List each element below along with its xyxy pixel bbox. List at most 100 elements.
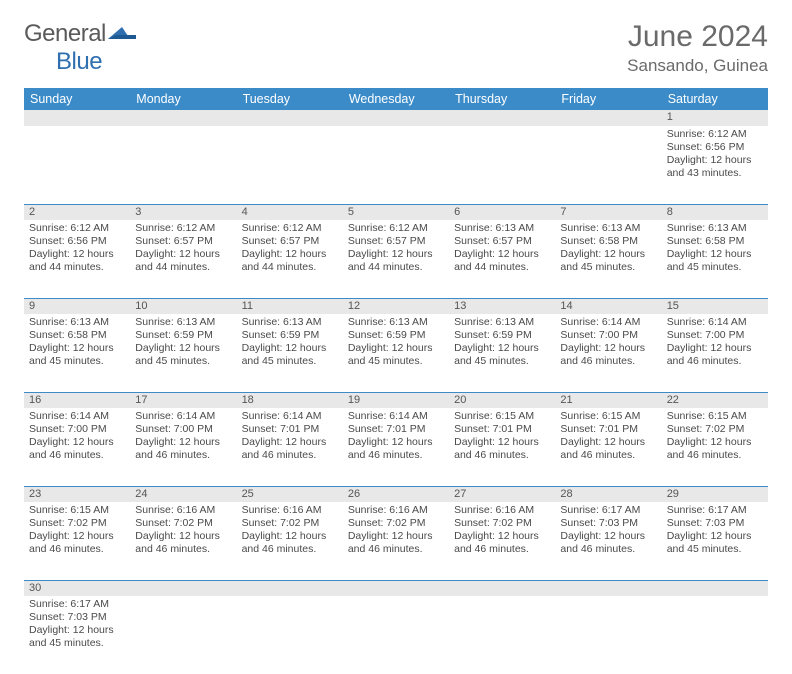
header: GeneralBlue June 2024 Sansando, Guinea (24, 20, 768, 76)
day-number-cell: 18 (237, 392, 343, 408)
day-number-cell (449, 110, 555, 126)
weekday-header: Monday (130, 88, 236, 110)
day-details: Sunrise: 6:13 AM Sunset: 6:58 PM Dayligh… (555, 220, 661, 279)
day-number-cell (24, 110, 130, 126)
day-body-cell: Sunrise: 6:12 AM Sunset: 6:56 PM Dayligh… (662, 126, 768, 204)
day-number: 19 (343, 393, 449, 407)
day-number: 29 (662, 487, 768, 501)
day-number-cell (343, 110, 449, 126)
day-body-row: Sunrise: 6:17 AM Sunset: 7:03 PM Dayligh… (24, 596, 768, 674)
day-details: Sunrise: 6:13 AM Sunset: 6:59 PM Dayligh… (343, 314, 449, 373)
day-number-cell: 9 (24, 298, 130, 314)
day-body-cell: Sunrise: 6:15 AM Sunset: 7:01 PM Dayligh… (555, 408, 661, 486)
day-body-cell: Sunrise: 6:14 AM Sunset: 7:00 PM Dayligh… (555, 314, 661, 392)
day-number: 4 (237, 205, 343, 219)
day-number: 25 (237, 487, 343, 501)
day-number-row: 30 (24, 580, 768, 596)
brand-part2: Blue (56, 48, 102, 75)
day-number-cell: 13 (449, 298, 555, 314)
month-title: June 2024 (627, 20, 768, 54)
day-number-cell (449, 580, 555, 596)
day-number: 10 (130, 299, 236, 313)
day-details: Sunrise: 6:12 AM Sunset: 6:56 PM Dayligh… (24, 220, 130, 279)
day-number: 1 (662, 110, 768, 124)
day-body-cell (24, 126, 130, 204)
day-number: 6 (449, 205, 555, 219)
flag-icon (108, 23, 136, 41)
day-number-row: 9101112131415 (24, 298, 768, 314)
day-body-cell (555, 126, 661, 204)
day-number-empty (449, 581, 555, 595)
day-body-cell: Sunrise: 6:13 AM Sunset: 6:59 PM Dayligh… (237, 314, 343, 392)
day-number-cell: 15 (662, 298, 768, 314)
day-details: Sunrise: 6:12 AM Sunset: 6:57 PM Dayligh… (237, 220, 343, 279)
day-body-cell: Sunrise: 6:13 AM Sunset: 6:59 PM Dayligh… (449, 314, 555, 392)
title-block: June 2024 Sansando, Guinea (627, 20, 768, 76)
day-number-cell: 4 (237, 204, 343, 220)
day-details: Sunrise: 6:16 AM Sunset: 7:02 PM Dayligh… (130, 502, 236, 561)
day-number-cell: 30 (24, 580, 130, 596)
day-number-cell (555, 110, 661, 126)
day-body-cell: Sunrise: 6:17 AM Sunset: 7:03 PM Dayligh… (24, 596, 130, 674)
day-body-cell: Sunrise: 6:13 AM Sunset: 6:57 PM Dayligh… (449, 220, 555, 298)
day-details: Sunrise: 6:14 AM Sunset: 7:00 PM Dayligh… (130, 408, 236, 467)
weekday-header: Sunday (24, 88, 130, 110)
day-number-empty (555, 110, 661, 124)
day-body-cell: Sunrise: 6:16 AM Sunset: 7:02 PM Dayligh… (343, 502, 449, 580)
day-number: 30 (24, 581, 130, 595)
day-number: 3 (130, 205, 236, 219)
day-body-cell: Sunrise: 6:13 AM Sunset: 6:58 PM Dayligh… (662, 220, 768, 298)
day-number: 28 (555, 487, 661, 501)
brand-part1: General (24, 20, 106, 47)
day-details: Sunrise: 6:16 AM Sunset: 7:02 PM Dayligh… (237, 502, 343, 561)
day-number: 18 (237, 393, 343, 407)
weekday-header-row: Sunday Monday Tuesday Wednesday Thursday… (24, 88, 768, 110)
day-number-cell: 24 (130, 486, 236, 502)
day-body-cell: Sunrise: 6:14 AM Sunset: 7:00 PM Dayligh… (130, 408, 236, 486)
day-details: Sunrise: 6:15 AM Sunset: 7:02 PM Dayligh… (662, 408, 768, 467)
day-number-cell: 19 (343, 392, 449, 408)
day-number-cell: 12 (343, 298, 449, 314)
day-details: Sunrise: 6:13 AM Sunset: 6:58 PM Dayligh… (24, 314, 130, 373)
day-details: Sunrise: 6:13 AM Sunset: 6:58 PM Dayligh… (662, 220, 768, 279)
day-number-empty (237, 110, 343, 124)
weekday-header: Saturday (662, 88, 768, 110)
day-number: 11 (237, 299, 343, 313)
day-number: 21 (555, 393, 661, 407)
day-body-cell: Sunrise: 6:13 AM Sunset: 6:58 PM Dayligh… (24, 314, 130, 392)
day-body-cell (130, 126, 236, 204)
day-number-row: 23242526272829 (24, 486, 768, 502)
day-number-cell: 16 (24, 392, 130, 408)
day-number-cell: 8 (662, 204, 768, 220)
day-body-cell (449, 126, 555, 204)
day-body-cell: Sunrise: 6:13 AM Sunset: 6:58 PM Dayligh… (555, 220, 661, 298)
brand-logo: GeneralBlue (24, 20, 136, 76)
day-details: Sunrise: 6:13 AM Sunset: 6:59 PM Dayligh… (449, 314, 555, 373)
day-number: 15 (662, 299, 768, 313)
day-number: 2 (24, 205, 130, 219)
day-number: 9 (24, 299, 130, 313)
weekday-header: Thursday (449, 88, 555, 110)
day-number-empty (237, 581, 343, 595)
day-number-row: 16171819202122 (24, 392, 768, 408)
day-details: Sunrise: 6:15 AM Sunset: 7:01 PM Dayligh… (449, 408, 555, 467)
calendar-table: Sunday Monday Tuesday Wednesday Thursday… (24, 88, 768, 674)
day-body-cell (237, 596, 343, 674)
day-number-empty (130, 581, 236, 595)
day-number-cell: 25 (237, 486, 343, 502)
day-number-empty (343, 110, 449, 124)
day-number-cell: 2 (24, 204, 130, 220)
day-body-cell: Sunrise: 6:12 AM Sunset: 6:57 PM Dayligh… (237, 220, 343, 298)
day-body-cell (343, 126, 449, 204)
weekday-header: Tuesday (237, 88, 343, 110)
day-number-cell (555, 580, 661, 596)
day-body-cell: Sunrise: 6:12 AM Sunset: 6:57 PM Dayligh… (343, 220, 449, 298)
day-number-empty (343, 581, 449, 595)
day-details: Sunrise: 6:14 AM Sunset: 7:01 PM Dayligh… (343, 408, 449, 467)
day-number: 26 (343, 487, 449, 501)
day-number-cell: 1 (662, 110, 768, 126)
day-body-cell: Sunrise: 6:13 AM Sunset: 6:59 PM Dayligh… (130, 314, 236, 392)
day-body-cell: Sunrise: 6:15 AM Sunset: 7:02 PM Dayligh… (662, 408, 768, 486)
day-details: Sunrise: 6:14 AM Sunset: 7:00 PM Dayligh… (662, 314, 768, 373)
day-number-cell: 21 (555, 392, 661, 408)
